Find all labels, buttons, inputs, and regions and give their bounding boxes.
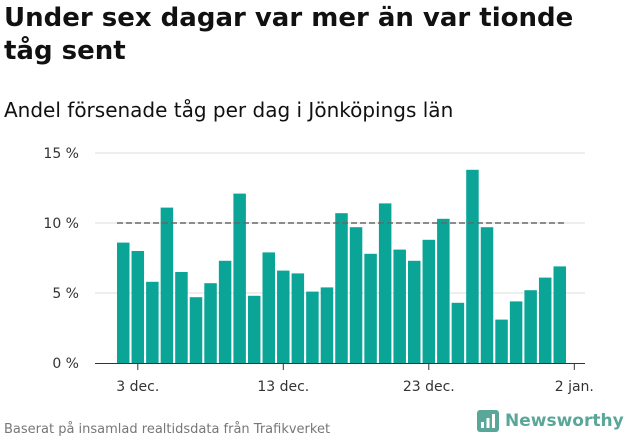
bar <box>175 272 188 363</box>
bar <box>131 251 145 363</box>
bar <box>538 277 552 363</box>
bar-chart: 0 % 5 % 10 % 15 % 3 dec. 13 dec. 23 dec. 2 jan. <box>43 146 594 395</box>
bar <box>422 239 436 363</box>
bar <box>480 227 494 363</box>
bar <box>364 253 377 363</box>
newsworthy-logo: Newsworthy <box>476 408 624 434</box>
bar <box>335 213 348 363</box>
bar <box>553 266 566 363</box>
bar <box>189 297 203 363</box>
newsworthy-logo-icon <box>477 410 499 432</box>
x-tick-label: 23 dec. <box>403 379 455 395</box>
brand-name: Newsworthy <box>505 411 624 431</box>
y-tick-label: 10 % <box>43 216 79 232</box>
source-note: Baserat på insamlad realtidsdata från Tr… <box>4 422 331 437</box>
bar <box>509 301 523 363</box>
bar <box>291 273 305 363</box>
bar <box>393 249 406 363</box>
y-tick-label: 15 % <box>43 146 79 162</box>
bar <box>247 295 261 363</box>
chart-title: Under sex dagar var mer än var tionde tå… <box>4 3 574 66</box>
y-tick-label: 5 % <box>52 286 79 302</box>
bar <box>146 281 159 363</box>
bar <box>262 252 275 363</box>
bar <box>408 260 421 363</box>
bar <box>204 283 217 363</box>
chart-subtitle: Andel försenade tåg per dag i Jönköpings… <box>4 98 454 122</box>
x-tick-label: 2 jan. <box>555 379 594 395</box>
x-tick-label: 13 dec. <box>257 379 309 395</box>
bar <box>495 319 508 363</box>
bar <box>349 227 363 363</box>
bar <box>160 207 174 363</box>
bar <box>466 169 479 363</box>
bar <box>218 260 232 363</box>
bar <box>117 242 130 363</box>
x-tick-label: 3 dec. <box>116 379 159 395</box>
bar <box>378 203 392 363</box>
y-tick-label: 0 % <box>52 356 79 372</box>
bar <box>437 218 450 363</box>
bar <box>451 302 465 363</box>
bar <box>524 290 537 363</box>
bar <box>233 193 246 363</box>
bar <box>320 287 334 363</box>
bar <box>306 291 319 363</box>
bar <box>277 270 290 363</box>
